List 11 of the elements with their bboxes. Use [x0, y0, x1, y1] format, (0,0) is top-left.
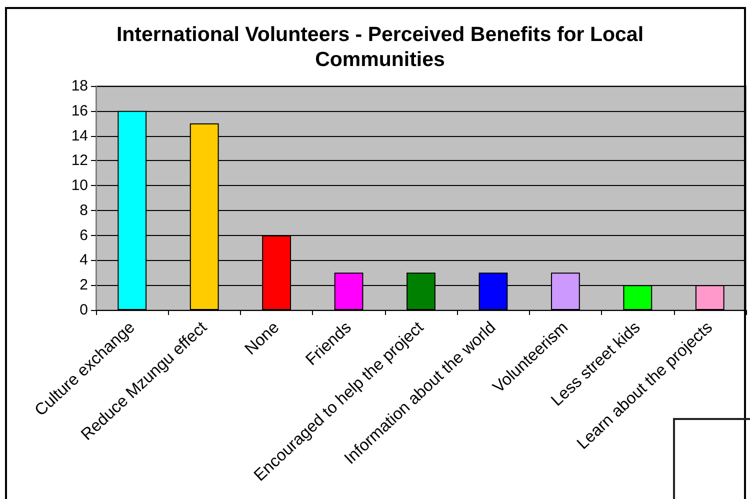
y-tick-label: 12	[71, 152, 88, 170]
chart-title: International Volunteers - Perceived Benefits for Local Communities	[115, 22, 645, 72]
y-tick-label: 6	[80, 226, 88, 244]
y-tick-label: 4	[80, 252, 88, 269]
y-tick-label: 14	[71, 127, 88, 144]
y-tick-label: 8	[80, 202, 88, 219]
y-tick-label: 10	[71, 177, 88, 194]
y-tick-label: 0	[80, 302, 88, 318]
y-tick-label: 18	[71, 78, 88, 94]
y-tick-label: 16	[71, 102, 88, 120]
y-tick-label: 2	[80, 276, 88, 294]
